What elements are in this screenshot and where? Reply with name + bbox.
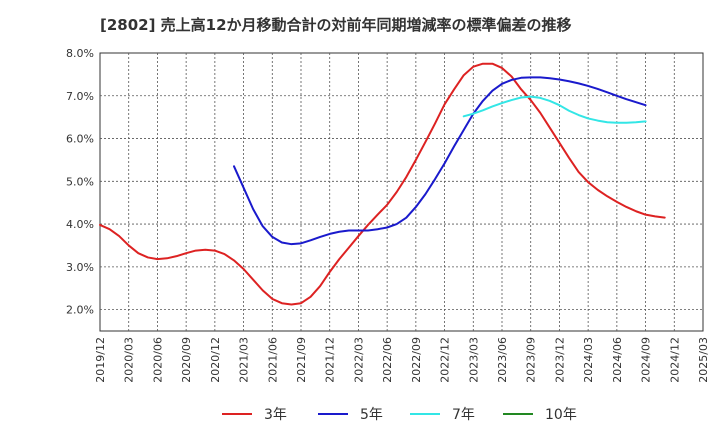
y-tick-label: 2.0%: [66, 304, 94, 317]
x-tick-label: 2021/12: [324, 337, 337, 383]
y-tick-label: 8.0%: [66, 47, 94, 60]
x-tick-label: 2023/09: [525, 337, 538, 383]
x-tick-label: 2024/06: [611, 337, 624, 383]
chart-title: [2802] 売上高12か月移動合計の対前年同期増減率の標準偏差の推移: [100, 16, 572, 34]
horizontal-gridlines: [100, 95, 703, 311]
y-axis-tick-labels: 2.0% 3.0% 4.0% 5.0% 6.0% 7.0% 8.0%: [66, 47, 94, 317]
series-line-5年: [233, 76, 647, 246]
x-tick-label: 2020/12: [209, 337, 222, 383]
x-tick-label: 2019/12: [94, 337, 107, 383]
x-tick-label: 2024/12: [668, 337, 681, 383]
y-tick-label: 3.0%: [66, 261, 94, 274]
x-tick-label: 2020/03: [123, 337, 136, 383]
x-tick-label: 2021/03: [238, 337, 251, 383]
x-tick-label: 2021/06: [266, 337, 279, 383]
x-tick-label: 2022/06: [381, 337, 394, 383]
x-tick-label: 2024/03: [582, 337, 595, 383]
legend-label: 10年: [545, 407, 577, 423]
x-tick-label: 2021/09: [295, 337, 308, 383]
x-tick-label: 2024/09: [640, 337, 653, 383]
series-line-7年: [462, 95, 647, 124]
y-tick-label: 4.0%: [66, 218, 94, 231]
x-tick-label: 2022/09: [410, 337, 423, 383]
y-tick-label: 6.0%: [66, 133, 94, 146]
x-tick-label: 2020/06: [151, 337, 164, 383]
y-tick-label: 7.0%: [66, 90, 94, 103]
legend-label: 7年: [452, 407, 475, 423]
y-tick-label: 5.0%: [66, 175, 94, 188]
x-axis-tick-labels: 2019/12 2020/03 2020/06 2020/09 2020/12 2021/…: [94, 337, 710, 383]
x-tick-label: 2022/03: [352, 337, 365, 383]
x-tick-label: 2022/12: [439, 337, 452, 383]
x-tick-label: 2023/12: [553, 337, 566, 383]
x-tick-label: 2025/03: [697, 337, 710, 383]
legend: 3年 5年 7年 10年: [222, 407, 577, 423]
series-lines: [99, 62, 666, 306]
x-tick-label: 2023/03: [467, 337, 480, 383]
x-tick-label: 2023/06: [496, 337, 509, 383]
x-tick-label: 2020/09: [180, 337, 193, 383]
series-line-3年: [99, 62, 666, 306]
legend-label: 3年: [264, 407, 287, 423]
legend-label: 5年: [360, 407, 383, 423]
